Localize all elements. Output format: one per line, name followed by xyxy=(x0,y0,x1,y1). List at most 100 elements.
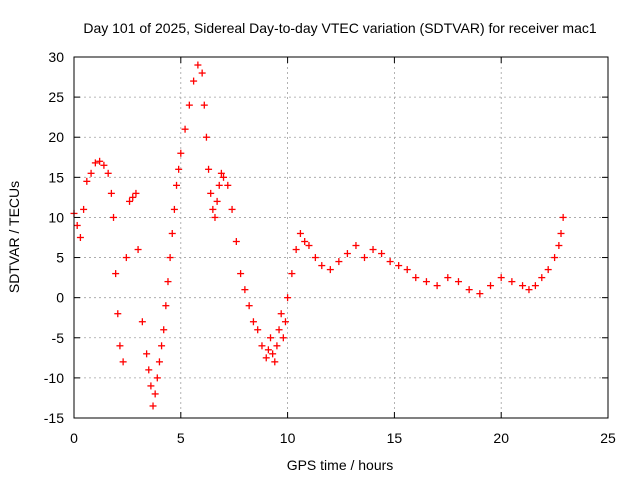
data-point xyxy=(281,318,289,326)
data-point xyxy=(104,169,112,177)
data-point xyxy=(83,177,91,185)
data-point xyxy=(110,213,118,221)
data-point xyxy=(122,254,130,262)
data-point xyxy=(538,274,546,282)
data-point xyxy=(155,358,163,366)
data-point xyxy=(100,161,108,169)
data-point xyxy=(311,254,319,262)
data-point xyxy=(205,165,213,173)
data-point xyxy=(326,266,334,274)
data-point xyxy=(209,205,217,213)
data-point xyxy=(279,334,287,342)
data-point xyxy=(476,290,484,298)
data-point xyxy=(198,69,206,77)
data-point xyxy=(220,173,228,181)
y-tick-label: 30 xyxy=(48,49,64,65)
data-point xyxy=(237,270,245,278)
y-tick-label: 20 xyxy=(48,129,64,145)
data-point xyxy=(194,61,202,69)
data-point xyxy=(91,159,99,167)
data-point xyxy=(519,282,527,290)
data-point xyxy=(454,278,462,286)
data-point xyxy=(181,125,189,133)
data-point xyxy=(119,358,127,366)
data-point xyxy=(269,350,277,358)
data-point xyxy=(258,342,266,350)
y-axis-title: SDTVAR / TECUs xyxy=(6,181,22,293)
data-point xyxy=(126,197,134,205)
data-point xyxy=(228,205,236,213)
data-point xyxy=(207,189,215,197)
y-tick-label: -5 xyxy=(52,330,65,346)
data-point xyxy=(116,342,124,350)
data-point xyxy=(166,254,174,262)
data-point xyxy=(145,366,153,374)
data-point xyxy=(211,213,219,221)
data-point xyxy=(168,229,176,237)
data-point xyxy=(153,374,161,382)
data-point xyxy=(273,342,281,350)
x-tick-label: 5 xyxy=(177,430,185,446)
data-point xyxy=(422,278,430,286)
data-point xyxy=(551,254,559,262)
data-point xyxy=(508,278,516,286)
data-point xyxy=(241,286,249,294)
data-point xyxy=(275,326,283,334)
y-tick-label: 0 xyxy=(56,290,64,306)
data-point xyxy=(173,181,181,189)
data-point xyxy=(138,318,146,326)
data-point xyxy=(433,282,441,290)
data-point xyxy=(262,354,270,362)
y-tick-label: 15 xyxy=(48,169,64,185)
data-point xyxy=(284,294,292,302)
data-point xyxy=(132,189,140,197)
data-point xyxy=(487,282,495,290)
data-point xyxy=(129,193,137,201)
x-tick-label: 25 xyxy=(600,430,616,446)
data-point xyxy=(96,157,104,165)
data-point xyxy=(318,262,326,270)
data-point xyxy=(162,302,170,310)
chart-title: Day 101 of 2025, Sidereal Day-to-day VTE… xyxy=(83,20,596,36)
data-point xyxy=(149,402,157,410)
data-point xyxy=(360,254,368,262)
data-point xyxy=(254,326,262,334)
data-point xyxy=(80,205,88,213)
data-point xyxy=(525,286,533,294)
y-tick-label: 5 xyxy=(56,250,64,266)
data-point xyxy=(555,242,563,250)
data-point xyxy=(288,270,296,278)
grid xyxy=(74,57,608,418)
data-point xyxy=(177,149,185,157)
data-point xyxy=(73,221,81,229)
data-point xyxy=(444,274,452,282)
data-point xyxy=(301,238,309,246)
data-point xyxy=(343,250,351,258)
y-tick-label: -15 xyxy=(44,410,64,426)
data-point xyxy=(277,310,285,318)
data-point xyxy=(143,350,151,358)
data-point xyxy=(185,101,193,109)
data-points xyxy=(70,61,567,410)
data-point xyxy=(158,342,166,350)
x-tick-label: 0 xyxy=(70,430,78,446)
data-point xyxy=(215,181,223,189)
data-point xyxy=(190,77,198,85)
x-axis-title: GPS time / hours xyxy=(287,457,394,473)
y-tick-label: 25 xyxy=(48,89,64,105)
data-point xyxy=(175,165,183,173)
data-point xyxy=(395,262,403,270)
data-point xyxy=(160,326,168,334)
data-point xyxy=(403,266,411,274)
data-point xyxy=(114,310,122,318)
axis-ticks xyxy=(73,56,609,419)
data-point xyxy=(202,133,210,141)
data-point xyxy=(164,278,172,286)
data-point xyxy=(369,246,377,254)
data-point xyxy=(170,205,178,213)
y-tick-label: 10 xyxy=(48,209,64,225)
data-point xyxy=(217,169,225,177)
data-point xyxy=(296,229,304,237)
